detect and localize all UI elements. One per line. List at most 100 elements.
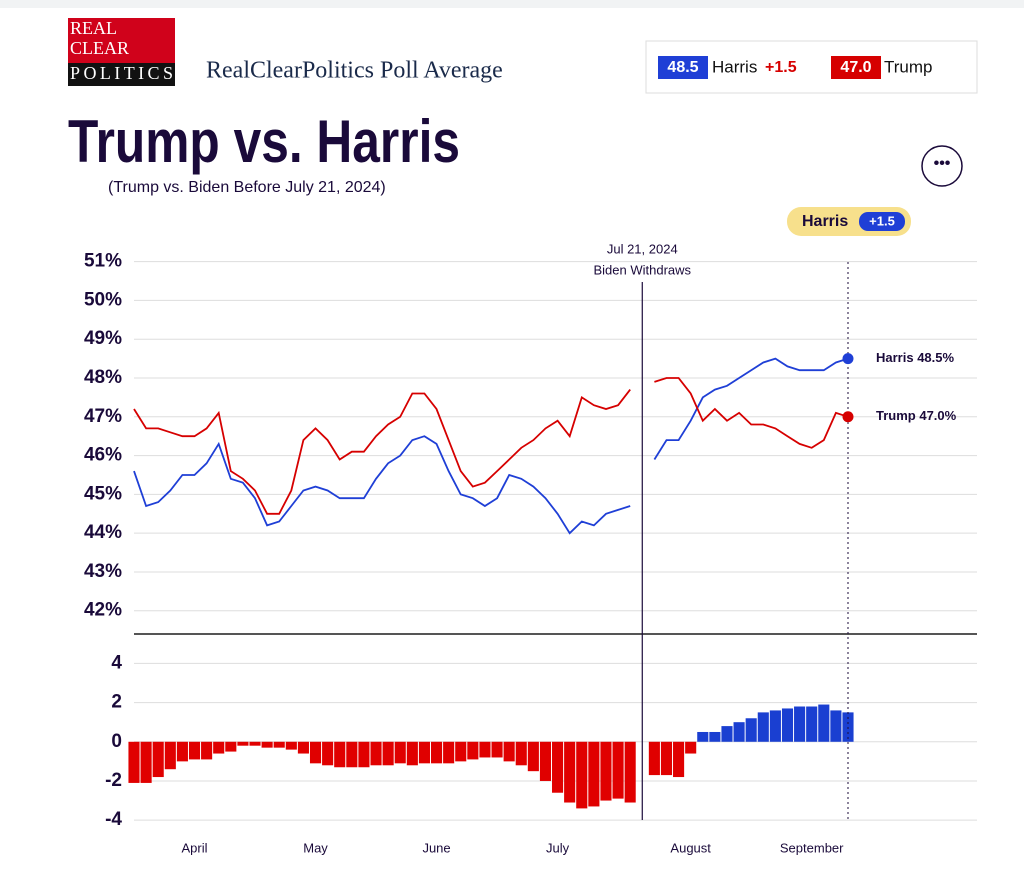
y-tick-label: 45% [84, 483, 122, 504]
spread-bar [140, 741, 152, 783]
spread-bar [806, 706, 818, 742]
spread-bar [152, 741, 164, 778]
spread-bar [745, 718, 757, 742]
y-tick-label: 50% [84, 289, 122, 310]
site-title: RealClearPolitics Poll Average [206, 58, 503, 84]
spread-bar [467, 741, 479, 760]
spread-bar [600, 741, 612, 801]
end-dot [842, 353, 854, 365]
spread-bar [128, 741, 140, 783]
spread-bar [769, 710, 781, 742]
spread-bar [418, 741, 430, 764]
badge-spread: +1.5 [869, 213, 895, 228]
y-tick-label: 0 [111, 731, 122, 752]
badge-pill [859, 212, 905, 231]
badge-name: Harris [802, 213, 848, 230]
spread-bar [176, 741, 188, 762]
spread-bar [818, 704, 830, 742]
spread-bar [201, 741, 213, 760]
spread-bar [552, 741, 564, 793]
spread-bar [249, 741, 261, 746]
chart-subtitle: (Trump vs. Biden Before July 21, 2024) [108, 179, 386, 196]
spread-bar [721, 726, 733, 742]
y-tick-label: 42% [84, 600, 122, 621]
x-tick-label: June [422, 840, 450, 855]
series-line [133, 357, 849, 535]
spread-bar [539, 741, 552, 781]
spread-bar [794, 706, 806, 742]
spread-bar [781, 708, 794, 742]
spread-bar [273, 741, 285, 748]
y-tick-label: 49% [84, 328, 122, 349]
spread-bar [213, 741, 225, 754]
y-tick-label: 48% [84, 367, 122, 388]
spread-bar [757, 712, 769, 742]
event-label: Jul 21, 2024 [607, 241, 678, 256]
event-label: Biden Withdraws [593, 262, 691, 277]
harris-chip [658, 56, 708, 79]
y-tick-label: 4 [111, 652, 122, 673]
spread-bar [394, 741, 406, 764]
spread-bar [285, 741, 297, 750]
spread-bar [515, 741, 527, 766]
spread-bar [648, 741, 660, 776]
spread-bar [612, 741, 624, 799]
x-tick-label: August [670, 840, 711, 855]
spread-bar [491, 741, 503, 758]
y-tick-label: -4 [105, 809, 122, 830]
spread-bar [297, 741, 309, 754]
y-tick-label: -2 [105, 770, 122, 791]
trump-value: 47.0 [840, 59, 871, 76]
y-tick-label: 46% [84, 445, 122, 466]
logo-text: REAL [70, 18, 117, 38]
y-tick-label: 43% [84, 561, 122, 582]
series-line [133, 377, 849, 515]
y-tick-label: 47% [84, 406, 122, 427]
trump-chip [831, 56, 881, 79]
spread-bar [588, 741, 600, 807]
more-icon: ••• [934, 155, 951, 172]
y-tick-label: 2 [111, 692, 122, 713]
spread-bar [733, 722, 745, 742]
spread-bar [455, 741, 467, 762]
spread-bar [225, 741, 237, 752]
spread-bar [697, 731, 709, 742]
spread-bar [346, 741, 358, 768]
spread-bar [261, 741, 273, 748]
y-tick-label: 51% [84, 251, 122, 272]
end-label: Harris 48.5% [876, 350, 954, 365]
spread-bar [358, 741, 370, 768]
spread-bar [660, 741, 673, 776]
spread-bar [503, 741, 515, 762]
trump-name: Trump [884, 57, 933, 76]
spread-bar [406, 741, 418, 766]
x-tick-label: September [780, 840, 844, 855]
spread-bar [624, 741, 636, 803]
summary-spread: +1.5 [765, 59, 797, 76]
end-dot [842, 411, 854, 423]
spread-bar [309, 741, 322, 764]
spread-bar [443, 741, 455, 764]
spread-bar [322, 741, 334, 766]
spread-bar [334, 741, 346, 768]
spread-bar [370, 741, 382, 766]
spread-bar [673, 741, 685, 778]
more-button[interactable] [921, 145, 963, 187]
spread-bar [164, 741, 176, 770]
y-tick-label: 44% [84, 522, 122, 543]
spread-bar [527, 741, 539, 772]
logo-band [68, 63, 175, 86]
chart-title: Trump vs. Harris [68, 108, 460, 175]
logo-text: CLEAR [70, 38, 129, 58]
spread-bar [564, 741, 576, 803]
harris-name: Harris [712, 57, 757, 76]
spread-bar [430, 741, 443, 764]
spread-bar [830, 710, 842, 742]
spread-bar [685, 741, 697, 754]
x-tick-label: May [303, 840, 328, 855]
spread-bar [188, 741, 201, 760]
x-tick-label: April [182, 840, 208, 855]
spread-bar [382, 741, 394, 766]
spread-bar [576, 741, 588, 809]
